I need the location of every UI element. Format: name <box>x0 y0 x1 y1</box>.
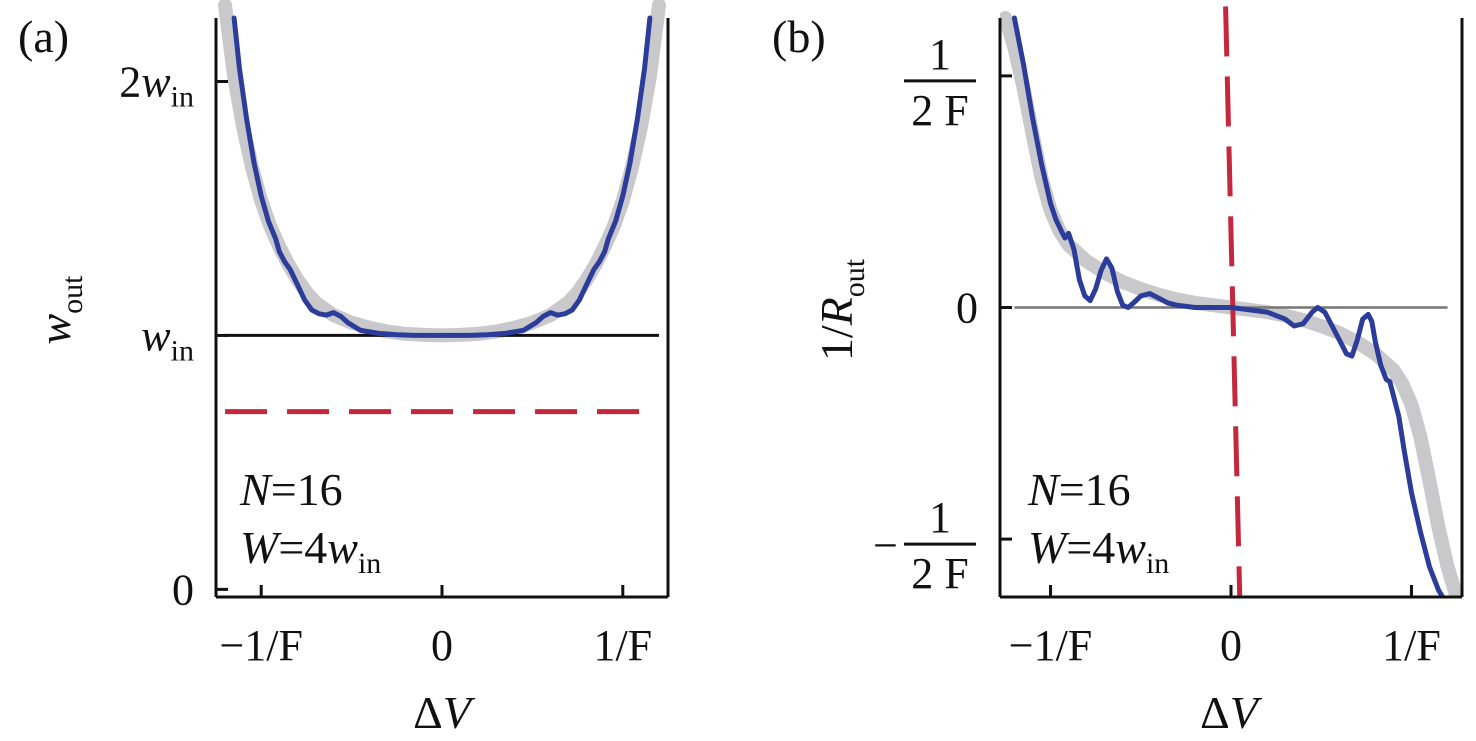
panel-a-axes: −1/F 0 1/F 0 win 2win <box>119 18 670 670</box>
panel-a-annotation: N=16 W=4win <box>239 464 381 580</box>
panel-b-w-label: W=4win <box>1028 522 1169 580</box>
panel-b-y-tick-label: 1 2 F− <box>873 493 976 598</box>
svg-text:−: − <box>873 521 898 570</box>
svg-text:wout: wout <box>29 275 89 345</box>
panel-a-w-label: W=4win <box>240 522 381 580</box>
panel-b-n-label: N=16 <box>1027 464 1131 515</box>
svg-text:ΔV: ΔV <box>413 687 476 738</box>
panel-a-x-tick-label: 1/F <box>593 621 652 670</box>
panel-a-xlabel: ΔV <box>413 687 476 738</box>
panel-a-x-tick-label: 0 <box>431 621 453 670</box>
svg-text:1: 1 <box>929 493 951 542</box>
panel-a-y-tick-label: win <box>141 311 194 367</box>
panel-b-x-tick-label: −1/F <box>1009 621 1093 670</box>
panel-b-label: (b) <box>772 11 826 62</box>
panel-b-xlabel: ΔV <box>1200 687 1263 738</box>
panel-a-n-label: N=16 <box>239 464 343 515</box>
panel-a-plot-area <box>218 0 666 415</box>
panel-a-oscillating-curve <box>231 15 653 338</box>
panel-b-y-tick-label: 12 F <box>904 30 976 135</box>
panel-b-plot-area <box>1000 6 1462 597</box>
panel-a-ylabel: wout <box>29 275 89 345</box>
panel-b-y-tick-label: 0 <box>956 284 978 333</box>
svg-text:1/Rout: 1/Rout <box>811 258 871 361</box>
svg-text:1: 1 <box>929 30 951 79</box>
panel-a: (a) −1/F 0 1/F 0 win 2win wout ΔV N=16 W=4win <box>18 0 670 738</box>
panel-b-annotation: N=16 W=4win <box>1027 464 1169 580</box>
panel-b-x-tick-label: 1/F <box>1382 621 1441 670</box>
svg-text:2 F: 2 F <box>911 549 968 598</box>
panel-a-y-tick-label: 0 <box>172 565 194 614</box>
panel-b-oscillating-curve <box>1011 15 1446 597</box>
panel-a-smooth-band <box>218 0 666 343</box>
panel-a-y-tick-label: 2win <box>119 57 194 113</box>
svg-text:2 F: 2 F <box>911 86 968 135</box>
panel-b-x-tick-label: 0 <box>1220 621 1242 670</box>
panel-a-label: (a) <box>18 11 69 62</box>
panel-b-ylabel: 1/Rout <box>811 258 871 361</box>
svg-text:ΔV: ΔV <box>1200 687 1263 738</box>
panel-a-x-tick-label: −1/F <box>219 621 303 670</box>
